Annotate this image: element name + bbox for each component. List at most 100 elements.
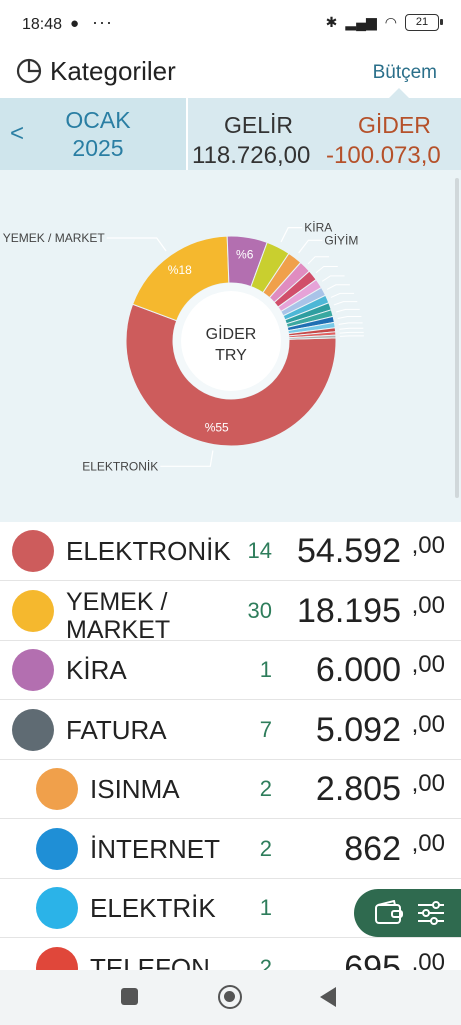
expense-value: -100.073,0 [326,142,441,169]
recents-button[interactable] [121,988,138,1005]
category-count: 2 [259,776,272,801]
income-label: GELİR [224,112,294,138]
donut-slice-pct: %6 [236,248,254,262]
system-nav-bar [0,970,461,1025]
month-year: 2025 [72,135,124,161]
category-name: ELEKTRONİK [66,536,231,566]
category-count: 7 [259,716,272,742]
filter-fab-button[interactable] [354,889,461,937]
summary-header: < OCAK 2025 GELİR GİDER 118.726,00 -100.… [0,98,461,170]
donut-label-leader [337,315,362,320]
category-amount: 54.592 [297,532,401,570]
donut-label-leader [106,237,167,252]
donut-slice[interactable] [125,303,337,447]
pie-chart-icon [16,58,42,84]
month-label: OCAK 2025 [60,106,136,162]
category-name: FATURA [66,714,167,745]
expense-label: GİDER [358,112,431,138]
wallet-icon [375,900,403,924]
category-row[interactable]: KİRA 1 6.000 ,00 [0,641,461,700]
donut-label-leader [280,227,303,243]
home-button[interactable] [218,985,242,1009]
category-count: 30 [247,597,272,623]
category-amount-cents: ,00 [411,948,445,971]
category-amount: 18.195 [297,591,401,630]
category-amount-cents: ,00 [411,532,445,559]
donut-label-leader [315,266,338,274]
category-amount-cents: ,00 [411,829,445,857]
donut-label-leader [321,275,345,282]
chevron-left-icon[interactable]: < [10,120,25,147]
donut-slice-pct: %18 [168,263,192,277]
category-amount: 6.000 [315,651,401,689]
donut-label-leader [335,308,360,313]
donut-label-leader [339,327,364,330]
category-row[interactable]: YEMEK / MARKET 30 18.195 ,00 [0,582,461,641]
month-selector[interactable]: < OCAK 2025 [0,98,188,170]
sliders-icon [418,901,444,925]
category-row[interactable]: İNTERNET 2 862 ,00 [0,820,461,879]
category-row[interactable]: TELEFON 2 695 ,00 [0,939,461,971]
category-name: ELEKTRİK [90,893,216,923]
bolt-icon [36,887,78,929]
category-name: TELEFON [90,952,210,971]
budget-link[interactable]: Bütçem [372,62,437,83]
category-name: YEMEK / MARKET [66,587,171,640]
chat-bubble-icon: ● [70,15,80,32]
income-value: 118.726,00 [192,142,311,169]
category-count: 1 [259,895,272,920]
more-dots-icon: ··· [92,12,113,32]
status-time: 18:48 [22,16,63,33]
scrollbar[interactable] [455,178,459,498]
donut-center-label: GİDER [206,324,257,343]
donut-center-currency: TRY [215,347,247,364]
donut-label-leader [330,292,355,298]
category-amount-cents: ,00 [411,710,445,738]
category-count: 2 [259,954,272,971]
month-name: OCAK [65,107,131,133]
chart-area: %55 ELEKTRONİK %18 YEMEK / MARKET %6 KİRA GİYİ… [0,170,461,522]
globe-icon [36,827,78,870]
page-title: Kategoriler [50,56,176,86]
moon-icon [12,530,54,572]
donut-slice-label: YEMEK / MARKET [3,231,106,245]
category-amount: 2.805 [315,770,401,808]
category-amount-cents: ,00 [411,651,445,678]
donut-slice[interactable] [288,334,337,340]
donut-slice-label: GİYİM [324,233,358,247]
signal-icon: ▂▄▆ [345,14,377,30]
bluetooth-icon: ✱ [325,14,338,30]
category-count: 1 [259,657,272,682]
wifi-icon: ◠ [384,14,397,30]
donut-label-leader [307,256,330,265]
category-amount: 5.092 [315,710,401,749]
thermometer-icon [36,768,78,810]
donut-label-leader [333,301,358,306]
house-icon [12,649,54,691]
invoice-icon [12,708,54,751]
app-bar: Kategoriler Bütçem [0,50,461,98]
budget-notch [389,88,409,98]
donut-label-leader [338,322,363,325]
basket-icon [12,589,54,632]
category-amount: 695 [344,948,401,971]
donut-label-leader [326,284,350,290]
category-row[interactable]: FATURA 7 5.092 ,00 [0,701,461,760]
donut-center [181,291,281,391]
donut-slice-label: KİRA [304,221,332,235]
category-amount: 862 [344,829,401,868]
donut-inner-ring [173,283,289,399]
category-name: İNTERNET [90,833,220,864]
donut-slice-pct: %55 [205,420,229,434]
expense-donut-chart[interactable]: %55 ELEKTRONİK %18 YEMEK / MARKET %6 KİRAGİYİ… [0,170,461,522]
status-bar: 18:48 ● ··· ✱ ▂▄▆ ◠ 21 [0,0,461,50]
category-row[interactable]: ISINMA 2 2.805 ,00 [0,760,461,819]
category-row[interactable]: ELEKTRONİK 14 54.592 ,00 [0,522,461,581]
donut-label-leader [160,450,214,467]
category-name: KİRA [66,655,127,685]
category-name: ISINMA [90,774,180,804]
phone-icon [36,946,78,970]
donut-label-leader [298,239,323,254]
back-button[interactable] [320,987,336,1007]
category-amount-cents: ,00 [411,770,445,797]
